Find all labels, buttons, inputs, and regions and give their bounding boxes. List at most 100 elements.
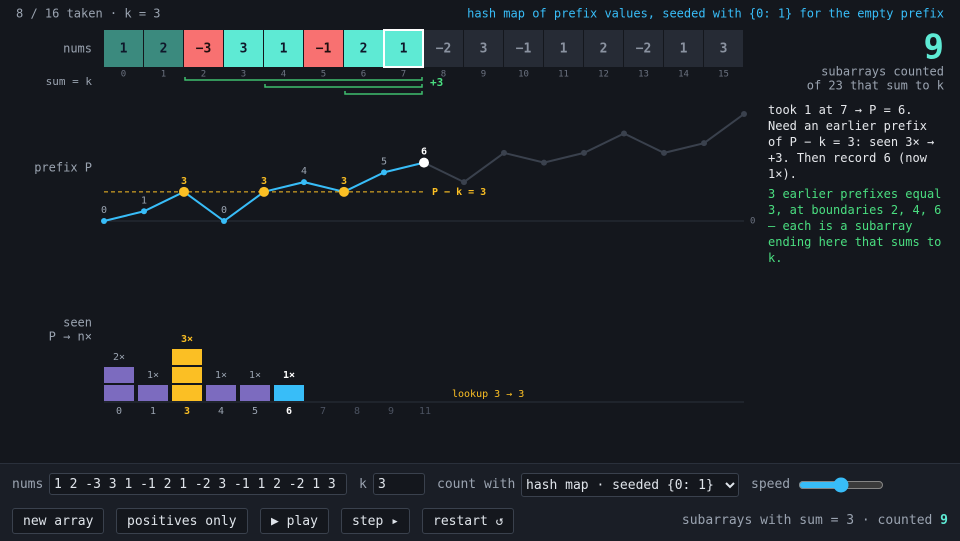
seen-block: [172, 349, 202, 365]
num-index: 10: [518, 70, 529, 80]
visualization: 8 / 16 taken · k = 3 hash map of prefix …: [16, 7, 945, 418]
explain-result: 3 earlier prefixes equal 3, at boundarie…: [768, 187, 942, 265]
seen-key: 7: [320, 406, 326, 417]
seen-key: 3: [184, 406, 190, 417]
num-index: 0: [121, 70, 126, 80]
summary-count: 9: [940, 513, 948, 528]
prefix-point: [741, 111, 747, 117]
prefix-point: [381, 169, 387, 176]
seen-block: [104, 385, 134, 401]
prefix-point: [581, 149, 587, 156]
prefix-point: [501, 149, 507, 156]
num-value: 3: [720, 42, 728, 57]
prefix-point: [541, 159, 547, 166]
count-label: 1×: [283, 370, 295, 381]
count-label: 1×: [215, 370, 227, 381]
num-value: 2: [360, 42, 368, 57]
seen-block: [138, 385, 168, 401]
num-value: 3: [240, 42, 248, 57]
seen-block: [104, 367, 134, 383]
num-value: 1: [120, 42, 128, 57]
count-label: 2×: [113, 352, 125, 363]
num-cell: [424, 30, 463, 67]
num-cell: [304, 30, 343, 67]
seen-key: 1: [150, 406, 156, 417]
num-index: 8: [441, 70, 446, 80]
button[interactable]: ▶ play: [260, 508, 329, 534]
num-value: 2: [600, 42, 608, 57]
num-index: 6: [361, 70, 366, 80]
prefix-point: [301, 179, 307, 186]
prefix-point: [661, 149, 667, 156]
point-label: 3: [261, 176, 267, 187]
k-input[interactable]: [373, 473, 425, 495]
num-cell: [704, 30, 743, 67]
point-label: 5: [381, 156, 387, 167]
num-cell: [504, 30, 543, 67]
num-index: 7: [401, 70, 406, 80]
num-value: −3: [196, 42, 212, 57]
num-index: 1: [161, 70, 166, 80]
prefix-point: [101, 218, 107, 224]
prefix-point: [221, 218, 227, 224]
num-index: 4: [281, 70, 286, 80]
seen-key: 11: [419, 406, 431, 417]
num-cell: [584, 30, 623, 67]
method-select[interactable]: hash map · seeded {0: 1}: [521, 473, 739, 497]
num-cell: [664, 30, 703, 67]
label: count with: [437, 477, 516, 492]
prefix-point: [621, 130, 627, 137]
explain-step: took 1 at 7 → P = 6. Need an earlier pre…: [768, 103, 935, 181]
point-label: 0: [221, 205, 227, 216]
num-value: −1: [316, 42, 332, 57]
button[interactable]: positives only: [116, 508, 248, 534]
num-cell: [544, 30, 583, 67]
num-value: −2: [636, 42, 652, 57]
count-label: 1×: [147, 370, 159, 381]
prefix-point: [141, 208, 147, 215]
button[interactable]: step ▸: [341, 508, 410, 534]
button[interactable]: restart ↺: [422, 508, 515, 534]
label: nums: [12, 477, 44, 492]
point-label: 6: [421, 147, 427, 158]
y-tick-label: 0: [750, 217, 755, 227]
match-bracket: [184, 77, 423, 81]
seen-key: 9: [388, 406, 394, 417]
nums-label: nums: [63, 42, 92, 56]
seen-label: P → n×: [49, 330, 92, 344]
controls: nums k count with hash map · seeded {0: …: [0, 463, 960, 541]
num-index: 2: [201, 70, 206, 80]
status: 8 / 16 taken · k = 3: [16, 7, 161, 21]
point-label: 3: [181, 176, 187, 187]
seen-block: [274, 385, 304, 401]
seen-key: 5: [252, 406, 258, 417]
match-bracket: [344, 91, 423, 95]
num-index: 13: [638, 70, 649, 80]
num-cell: [184, 30, 223, 67]
speed-slider[interactable]: [798, 476, 884, 494]
seen-block: [240, 385, 270, 401]
num-index: 9: [481, 70, 486, 80]
num-cell: [624, 30, 663, 67]
num-cell: [264, 30, 303, 67]
num-index: 5: [321, 70, 326, 80]
seen-block: [172, 385, 202, 401]
seen-key: 0: [116, 406, 122, 417]
mode: hash map of prefix values, seeded with {…: [467, 7, 944, 21]
point-label: 3: [341, 176, 347, 187]
prefix-point: [259, 186, 269, 197]
prefix-point: [701, 140, 707, 147]
prefix-point: [339, 186, 349, 197]
num-value: −1: [516, 42, 532, 57]
num-value: −2: [436, 42, 452, 57]
prefix-point: [179, 186, 189, 197]
button[interactable]: new array: [12, 508, 105, 534]
num-cell: [464, 30, 503, 67]
seen-label: seen: [63, 316, 92, 330]
nums-input[interactable]: [49, 473, 347, 495]
count-label: 3×: [181, 334, 193, 345]
seen-key: 6: [286, 406, 292, 417]
prefix-line-future: [423, 113, 745, 184]
num-value: 2: [160, 42, 168, 57]
